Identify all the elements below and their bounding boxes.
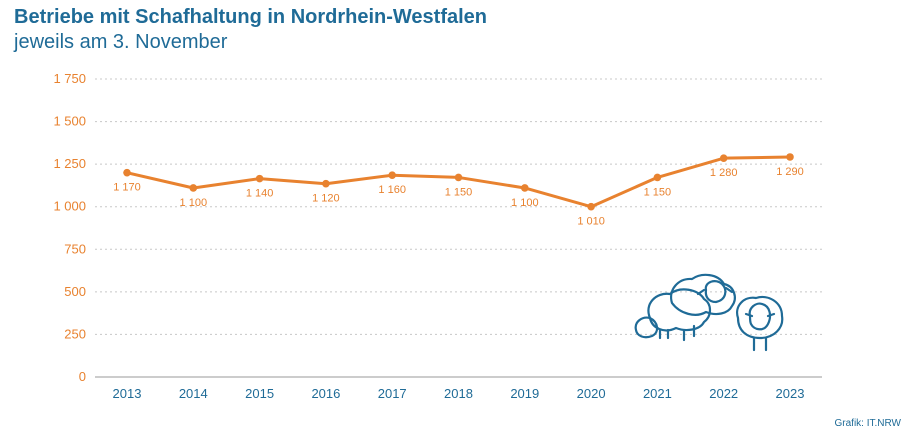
chart-title: Betriebe mit Schafhaltung in Nordrhein-W…	[14, 6, 488, 28]
y-tick-label: 250	[64, 326, 86, 341]
data-point	[322, 179, 330, 188]
data-point	[255, 174, 264, 183]
data-label: 1 160	[378, 184, 406, 196]
x-tick-label: 2021	[643, 386, 672, 401]
data-point	[521, 184, 529, 192]
data-label: 1 010	[577, 216, 605, 228]
x-tick-label: 2022	[709, 386, 738, 401]
sheep-illustration-icon	[634, 273, 784, 352]
data-labels: 1 170 1 100 1 140 1 120 1 160 1 150 1 100 1 010…	[113, 166, 804, 228]
y-tick-label: 1 250	[53, 156, 86, 171]
data-label: 1 150	[644, 186, 672, 198]
data-label: 1 140	[246, 188, 274, 200]
series-line-group	[123, 153, 794, 211]
x-tick-label: 2019	[510, 386, 539, 401]
data-point	[786, 153, 794, 161]
x-tick-label: 2018	[444, 386, 473, 401]
data-label: 1 290	[776, 166, 804, 178]
x-tick-label: 2013	[113, 386, 142, 401]
x-tick-label: 2016	[311, 386, 340, 401]
data-point	[388, 171, 397, 180]
source-credit: Grafik: IT.NRW	[834, 418, 901, 429]
y-tick-label: 1 750	[53, 71, 86, 86]
y-tick-label: 0	[79, 369, 86, 384]
data-point	[719, 154, 728, 162]
x-tick-label: 2023	[776, 386, 805, 401]
chart-subtitle: jeweils am 3. November	[14, 31, 228, 53]
y-tick-label: 1 000	[53, 199, 86, 214]
x-tick-label: 2015	[245, 386, 274, 401]
data-point	[189, 184, 198, 192]
x-tick-label: 2020	[577, 386, 606, 401]
y-tick-label: 500	[64, 284, 86, 299]
data-point	[587, 202, 595, 211]
y-axis-ticks: 0 250 500 750 1 000 1 250 1 500 1 750	[53, 71, 86, 384]
data-label: 1 100	[511, 197, 539, 209]
data-label: 1 150	[445, 186, 473, 198]
data-point	[653, 173, 662, 182]
x-tick-label: 2014	[179, 386, 208, 401]
data-label: 1 280	[710, 167, 738, 179]
data-point	[123, 168, 131, 177]
x-tick-label: 2017	[378, 386, 407, 401]
data-label: 1 170	[113, 182, 141, 194]
grid-lines	[95, 78, 822, 378]
data-point	[454, 173, 463, 182]
y-tick-label: 1 500	[53, 114, 86, 129]
y-tick-label: 750	[64, 241, 86, 256]
x-axis-ticks: 2013 2014 2015 2016 2017 2018 2019 2020 2021 2022…	[113, 386, 805, 401]
data-label: 1 100	[180, 197, 208, 209]
data-label: 1 120	[312, 193, 340, 205]
